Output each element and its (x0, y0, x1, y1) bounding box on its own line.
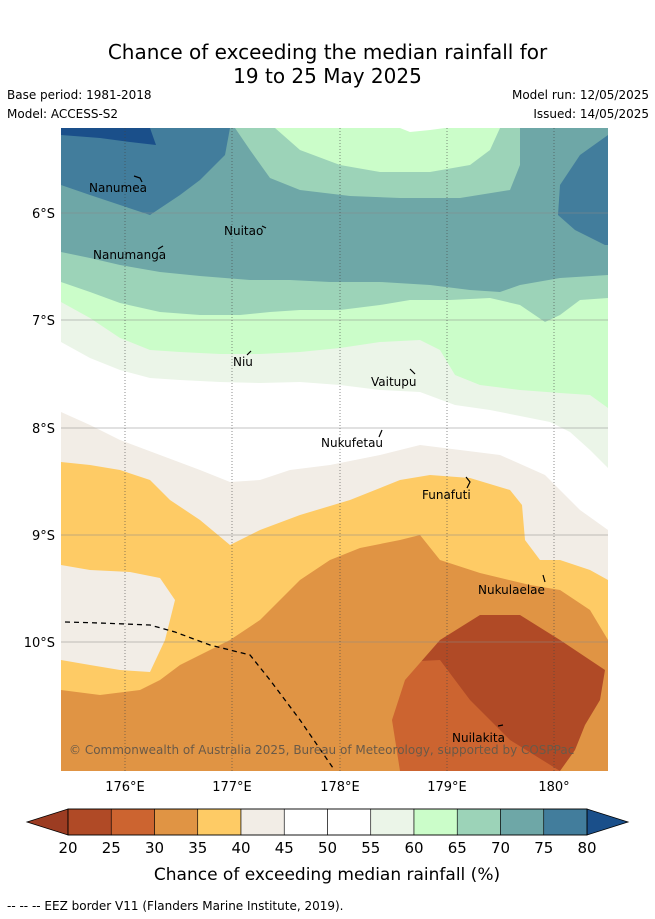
band-45-55-north (400, 128, 445, 132)
title-line-2: 19 to 25 May 2025 (233, 64, 422, 88)
colorbar-tick-label: 70 (491, 839, 510, 857)
colorbar-tick-label: 55 (361, 839, 380, 857)
lon-label: 179°E (427, 780, 467, 795)
island-label-nuitao: Nuitao (224, 224, 263, 238)
colorbar-cell (456, 808, 501, 836)
copyright-text: © Commonwealth of Australia 2025, Bureau… (69, 743, 574, 757)
island-label-nuilakita: Nuilakita (452, 731, 505, 745)
colorbar-tick-label: 50 (318, 839, 337, 857)
island-shape (133, 175, 143, 183)
eez-border (64, 621, 334, 769)
model-name: Model: ACCESS-S2 (7, 107, 119, 121)
lon-label: 176°E (105, 780, 145, 795)
colorbar-tick-label: 35 (188, 839, 207, 857)
eez-legend: -- -- -- EEZ border V11 (Flanders Marine… (7, 899, 344, 913)
colorbar-cell (327, 808, 372, 836)
island-shape (497, 724, 504, 727)
island-shapes (133, 175, 546, 727)
colorbar-tick-label: 30 (145, 839, 164, 857)
island-shape (542, 574, 546, 583)
colorbar-cell (110, 808, 155, 836)
band-75-80-east (558, 135, 608, 245)
island-shape (261, 225, 267, 229)
map-title: Chance of exceeding the median rainfall … (0, 40, 655, 88)
colorbar: 20 25 30 35 40 45 50 55 60 65 70 75 80 Chance of exc… (25, 808, 630, 885)
island-shape (157, 245, 164, 250)
lat-label: 9°S (32, 529, 55, 544)
island-label-niu: Niu (233, 355, 253, 369)
colorbar-cell (197, 808, 242, 836)
band-over-80 (61, 128, 156, 145)
latitude-labels: 6°S 7°S 8°S 9°S 10°S (24, 207, 55, 651)
graticule (61, 128, 608, 771)
colorbar-over-arrow (586, 808, 630, 836)
colorbar-tick-label: 45 (275, 839, 294, 857)
title-line-1: Chance of exceeding the median rainfall … (107, 40, 548, 64)
colorbar-cell (370, 808, 415, 836)
lat-label: 10°S (24, 636, 55, 651)
lon-label: 177°E (212, 780, 252, 795)
island-label-nanumea: Nanumea (89, 181, 147, 195)
colorbar-cell (154, 808, 199, 836)
colorbar-cell (283, 808, 328, 836)
island-label-nanumanga: Nanumanga (93, 248, 166, 262)
colorbar-label: Chance of exceeding median rainfall (%) (154, 865, 500, 885)
island-shape (378, 429, 383, 438)
colorbar-cell (413, 808, 458, 836)
colorbar-cell (240, 808, 285, 836)
lon-label: 180° (538, 780, 569, 795)
band-40-45-west (61, 565, 175, 672)
island-label-funafuti: Funafuti (422, 488, 471, 502)
base-period: Base period: 1981-2018 (7, 88, 152, 102)
colorbar-tick-label: 60 (404, 839, 423, 857)
contour-field (61, 128, 608, 771)
model-run: Model run: 12/05/2025 (511, 88, 649, 102)
colorbar-tick-label: 65 (448, 839, 467, 857)
island-shape (409, 368, 416, 375)
colorbar-under-arrow (25, 808, 69, 836)
lon-label: 178°E (320, 780, 360, 795)
island-shape (246, 350, 252, 356)
colorbar-frame (67, 808, 588, 836)
colorbar-tick-label: 25 (102, 839, 121, 857)
lat-label: 6°S (32, 207, 55, 222)
colorbar-cell (543, 808, 588, 836)
colorbar-cell (500, 808, 545, 836)
colorbar-tick-label: 80 (577, 839, 596, 857)
island-label-nukulaelae: Nukulaelae (478, 583, 545, 597)
lat-label: 7°S (32, 314, 55, 329)
issued-date: Issued: 14/05/2025 (533, 107, 649, 121)
colorbar-tick-label: 40 (231, 839, 250, 857)
colorbar-tick-label: 20 (58, 839, 77, 857)
island-label-vaitupu: Vaitupu (371, 375, 417, 389)
lat-label: 8°S (32, 422, 55, 437)
colorbar-cell (67, 808, 112, 836)
island-label-nukufetau: Nukufetau (321, 436, 383, 450)
longitude-labels: 176°E 177°E 178°E 179°E 180° (105, 780, 569, 795)
band-75-80-west (61, 128, 230, 215)
island-shape (465, 476, 471, 489)
colorbar-tick-label: 75 (534, 839, 553, 857)
